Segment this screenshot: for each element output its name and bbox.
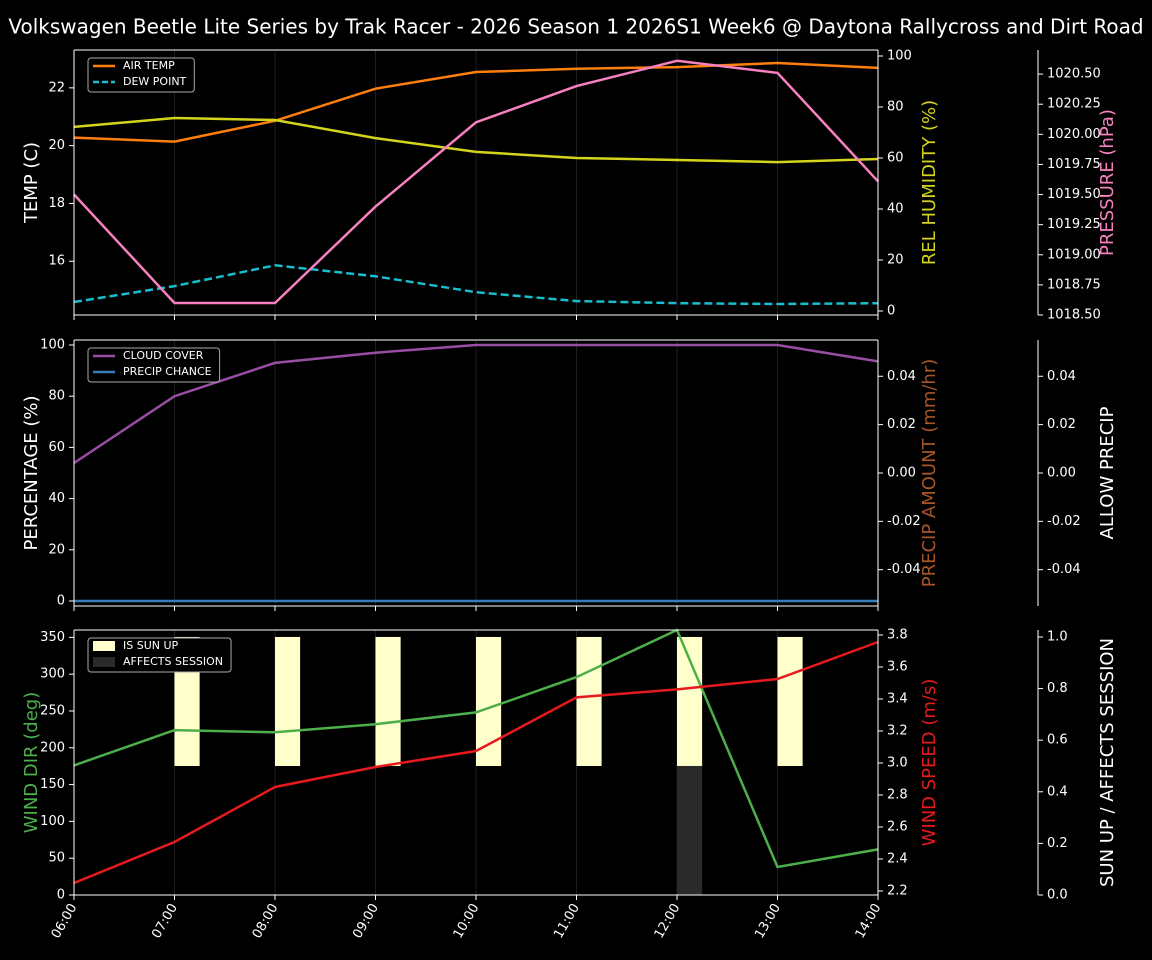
y3-tick-label: 1018.50 [1047,308,1101,323]
y3-axis-title: ALLOW PRECIP [1097,406,1118,539]
y-tick-label: 0 [57,594,65,609]
y-tick-label: 40 [48,491,65,506]
y-tick-label: 80 [48,389,65,404]
y3-tick-label: 1018.75 [1047,277,1101,292]
y2-tick-label: -0.04 [887,562,921,577]
y2-tick-label: 0.04 [887,369,916,384]
y3-tick-label: 1020.50 [1047,67,1101,82]
y2-tick-label: -0.02 [887,514,921,529]
y2-tick-label: 3.8 [887,627,908,642]
legend-label: CLOUD COVER [123,349,204,362]
y-axis-title: TEMP (C) [21,142,42,224]
y3-tick-label: 0.2 [1047,836,1068,851]
y2-tick-label: 60 [887,150,904,165]
y3-tick-label: -0.04 [1047,562,1081,577]
y2-tick-label: 2.2 [887,883,908,898]
y-tick-label: 20 [48,138,65,153]
bar [777,636,803,766]
y3-axis-title: PRESSURE (hPa) [1097,109,1118,256]
y2-tick-label: 3.0 [887,755,908,770]
y2-tick-label: 3.2 [887,723,908,738]
bar [677,636,703,766]
y3-tick-label: 0.00 [1047,466,1076,481]
legend-label: AFFECTS SESSION [123,655,223,668]
y-tick-label: 150 [40,777,65,792]
y2-axis-title: PRECIP AMOUNT (mm/hr) [919,359,940,588]
line [73,628,879,869]
legend-box [87,347,221,383]
legend: IS SUN UP AFFECTS SESSION [87,637,232,673]
line [73,640,879,885]
y-tick-label: 0 [57,888,65,903]
y2-tick-label: 100 [887,48,912,63]
y3-tick-label: 0.0 [1047,888,1068,903]
y3-tick-label: 0.6 [1047,733,1068,748]
y-tick-label: 300 [40,667,65,682]
legend-swatch [93,657,115,667]
y2-tick-label: 20 [887,252,904,267]
y-tick-label: 100 [40,337,65,352]
line [73,264,879,306]
y3-tick-label: 1019.00 [1047,247,1101,262]
y-tick-label: 250 [40,703,65,718]
bar [677,765,703,895]
y2-tick-label: 2.4 [887,851,908,866]
y-tick-label: 22 [48,80,65,95]
chart-title: Volkswagen Beetle Lite Series by Trak Ra… [8,15,1143,39]
y-tick-label: 18 [48,196,65,211]
y3-tick-label: 1020.00 [1047,127,1101,142]
bar [375,636,401,766]
legend: AIR TEMP DEW POINT [87,57,195,93]
line [73,116,879,164]
y-tick-label: 50 [48,851,65,866]
y2-tick-label: 40 [887,201,904,216]
y2-tick-label: 0 [887,303,895,318]
y3-tick-label: -0.02 [1047,514,1081,529]
bar [476,636,502,766]
line [73,343,879,465]
y3-tick-label: 0.04 [1047,369,1076,384]
bar [576,636,602,766]
y-axis-title: PERCENTAGE (%) [21,395,42,550]
y2-tick-label: 0.02 [887,417,916,432]
y3-tick-label: 0.4 [1047,784,1068,799]
y3-tick-label: 0.8 [1047,681,1068,696]
y3-axis-title: SUN UP / AFFECTS SESSION [1097,638,1118,887]
y-tick-label: 100 [40,814,65,829]
y2-axis-title: REL HUMIDITY (%) [919,100,940,265]
legend-label: DEW POINT [123,75,187,88]
line [73,59,879,305]
y2-tick-label: 3.6 [887,659,908,674]
y2-tick-label: 80 [887,99,904,114]
legend-label: PRECIP CHANCE [123,365,212,378]
y3-tick-label: 1.0 [1047,629,1068,644]
y-tick-label: 60 [48,440,65,455]
legend-swatch [93,641,115,651]
legend: CLOUD COVER PRECIP CHANCE [87,347,221,383]
y3-tick-label: 1020.25 [1047,97,1101,112]
y2-tick-label: 0.00 [887,466,916,481]
y-axis-title: WIND DIR (deg) [21,692,42,834]
legend-label: IS SUN UP [123,639,179,652]
y-tick-label: 200 [40,740,65,755]
y2-tick-label: 2.6 [887,819,908,834]
y2-tick-label: 2.8 [887,787,908,802]
legend-box [87,637,232,673]
y2-tick-label: 3.4 [887,691,908,706]
y3-tick-label: 1019.25 [1047,217,1101,232]
y-tick-label: 350 [40,630,65,645]
y-tick-label: 16 [48,254,65,269]
y-tick-label: 20 [48,542,65,557]
bar [275,636,301,766]
line [73,61,879,143]
y3-tick-label: 1019.75 [1047,157,1101,172]
legend-label: AIR TEMP [123,59,175,72]
y3-tick-label: 0.02 [1047,417,1076,432]
y2-axis-title: WIND SPEED (m/s) [919,679,940,847]
y3-tick-label: 1019.50 [1047,187,1101,202]
